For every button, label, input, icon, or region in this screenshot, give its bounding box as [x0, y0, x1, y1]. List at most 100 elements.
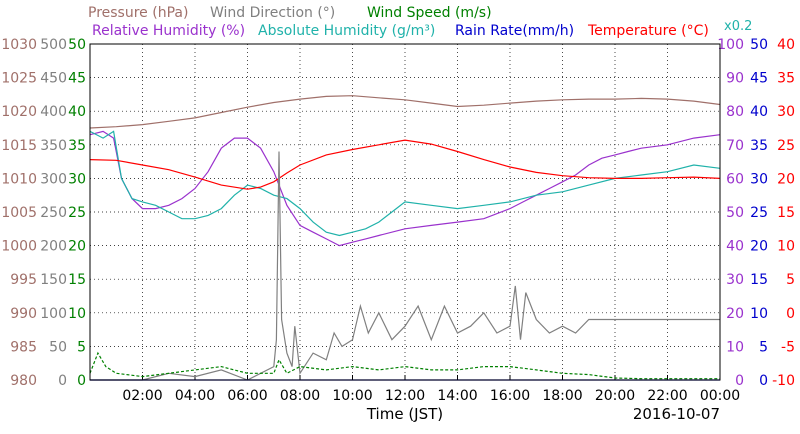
legend-wind-speed: Wind Speed (m/s)	[367, 5, 492, 21]
legend-absolute-humidity: Absolute Humidity (g/m³)	[258, 23, 435, 39]
wind-speed-tick: 50	[68, 37, 86, 53]
pressure-tick: 1010	[1, 171, 37, 187]
humidity-tick: 40	[726, 239, 744, 255]
rain-rate-tick: 10	[750, 306, 768, 322]
x-tick-label: 08:00	[280, 388, 320, 404]
legend-temperature: Temperature (°C)	[587, 23, 709, 39]
wind-direction-tick: 300	[40, 171, 67, 187]
x-tick-label: 16:00	[490, 388, 530, 404]
wind-speed-tick: 20	[68, 239, 86, 255]
legend-relative-humidity: Relative Humidity (%)	[92, 23, 245, 39]
series-absolute-humidity-g-m	[89, 130, 721, 237]
temperature-tick: 5	[786, 272, 795, 288]
wind-speed-tick: 10	[68, 306, 86, 322]
pressure-tick: 1020	[1, 104, 37, 120]
x-axis-label: Time (JST)	[366, 405, 443, 423]
humidity-tick: 90	[726, 71, 744, 87]
rain-rate-tick: 15	[750, 272, 768, 288]
series-relative-humidity	[89, 130, 721, 247]
left-axes: 1030102510201015101010051000995990985980…	[1, 37, 86, 389]
legend-row1: Pressure (hPa) Wind Direction (°) Wind S…	[88, 5, 492, 21]
rain-rate-tick: 0	[759, 373, 768, 389]
legend-rain-rate: Rain Rate(mm/h)	[455, 23, 574, 39]
x-tick-label: 12:00	[385, 388, 425, 404]
temperature-tick: 15	[777, 205, 795, 221]
x-tick-label: 22:00	[647, 388, 687, 404]
x-tick-label: 10:00	[332, 388, 372, 404]
humidity-tick: 50	[726, 205, 744, 221]
humidity-tick: 60	[726, 171, 744, 187]
rain-rate-tick: 40	[750, 104, 768, 120]
series-temperature-c	[89, 139, 721, 190]
series-pressure-hpa	[89, 95, 721, 129]
rain-rate-tick: 25	[750, 205, 768, 221]
pressure-tick: 980	[10, 373, 37, 389]
wind-speed-tick: 15	[68, 272, 86, 288]
rain-rate-tick: 50	[750, 37, 768, 53]
wind-speed-tick: 5	[77, 339, 86, 355]
wind-speed-tick: 40	[68, 104, 86, 120]
legend-pressure: Pressure (hPa)	[88, 5, 188, 21]
humidity-tick: 30	[726, 272, 744, 288]
wind-speed-tick: 25	[68, 205, 86, 221]
plot-frame	[89, 43, 721, 381]
legend-scale-note: x0.2	[724, 19, 752, 34]
humidity-tick: 100	[717, 37, 744, 53]
series-layer	[89, 95, 721, 381]
grid	[90, 44, 720, 380]
wind-direction-tick: 200	[40, 239, 67, 255]
wind-direction-tick: 400	[40, 104, 67, 120]
rain-rate-tick: 20	[750, 239, 768, 255]
wind-direction-tick: 50	[49, 339, 67, 355]
temperature-tick: 25	[777, 138, 795, 154]
wind-direction-tick: 350	[40, 138, 67, 154]
wind-speed-tick: 0	[77, 373, 86, 389]
humidity-tick: 10	[726, 339, 744, 355]
wind-direction-tick: 500	[40, 37, 67, 53]
humidity-tick: 80	[726, 104, 744, 120]
pressure-tick: 1000	[1, 239, 37, 255]
x-tick-label: 18:00	[542, 388, 582, 404]
wind-direction-tick: 250	[40, 205, 67, 221]
pressure-tick: 1025	[1, 71, 37, 87]
temperature-tick: 35	[777, 71, 795, 87]
wind-speed-tick: 45	[68, 71, 86, 87]
series-wind-direction	[90, 151, 720, 381]
x-tick-label: 14:00	[437, 388, 477, 404]
series-wind-speed-m-s	[89, 351, 720, 380]
rain-rate-tick: 5	[759, 339, 768, 355]
x-tick-label: 04:00	[175, 388, 215, 404]
right-axes: 1009080706050403020100504540353025201510…	[717, 37, 795, 389]
wind-speed-tick: 35	[68, 138, 86, 154]
temperature-tick: 10	[777, 239, 795, 255]
humidity-tick: 70	[726, 138, 744, 154]
rain-rate-tick: 45	[750, 71, 768, 87]
x-tick-label: 06:00	[227, 388, 267, 404]
pressure-tick: 995	[10, 272, 37, 288]
temperature-tick: 30	[777, 104, 795, 120]
temperature-tick: 20	[777, 171, 795, 187]
date-label: 2016-10-07	[633, 405, 720, 423]
pressure-tick: 1005	[1, 205, 37, 221]
pressure-tick: 1030	[1, 37, 37, 53]
wind-direction-tick: 100	[40, 306, 67, 322]
humidity-tick: 0	[735, 373, 744, 389]
pressure-tick: 985	[10, 339, 37, 355]
x-tick-label: 00:00	[700, 388, 740, 404]
legend-row2: Relative Humidity (%) Absolute Humidity …	[92, 19, 752, 39]
rain-rate-tick: 35	[750, 138, 768, 154]
wind-speed-tick: 30	[68, 171, 86, 187]
wind-direction-tick: 0	[58, 373, 67, 389]
x-tick-label: 20:00	[595, 388, 635, 404]
x-tick-label: 02:00	[122, 388, 162, 404]
humidity-tick: 20	[726, 306, 744, 322]
pressure-tick: 990	[10, 306, 37, 322]
temperature-tick: -10	[772, 373, 795, 389]
legend-wind-direction: Wind Direction (°)	[210, 5, 335, 21]
pressure-tick: 1015	[1, 138, 37, 154]
x-axis: 02:00 04:00 06:00 08:00 10:00 12:00 14:00 16:00…	[122, 375, 740, 404]
temperature-tick: 40	[777, 37, 795, 53]
wind-direction-tick: 150	[40, 272, 67, 288]
rain-rate-tick: 30	[750, 171, 768, 187]
